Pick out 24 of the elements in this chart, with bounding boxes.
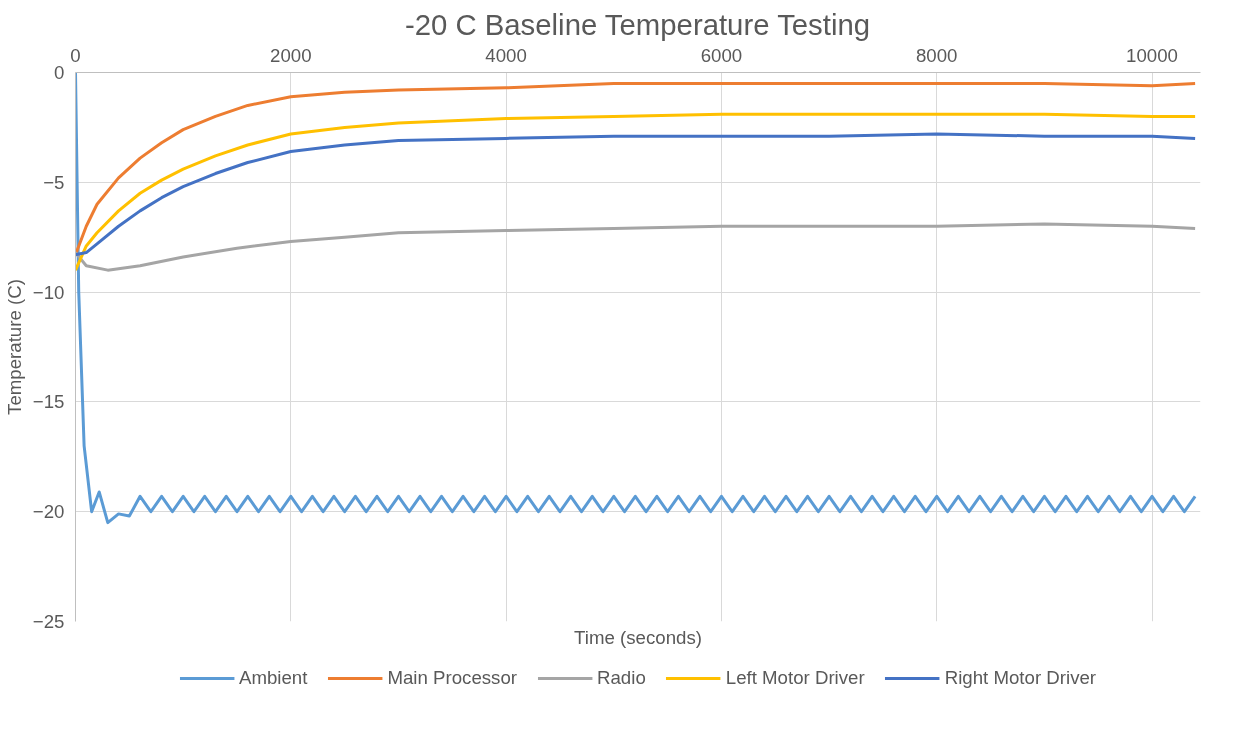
- x-tick-label: 4000: [485, 44, 527, 66]
- y-tick-label: −15: [32, 391, 65, 413]
- chart-title: -20 C Baseline Temperature Testing: [404, 7, 871, 41]
- x-axis-title: Time (seconds): [574, 626, 702, 648]
- y-axis-title: Temperature (C): [3, 279, 25, 415]
- line-series: [75, 132, 1197, 257]
- y-tick-label: 0: [54, 62, 65, 83]
- legend-label: Left Motor Driver: [725, 666, 865, 689]
- x-tick-label: 6000: [700, 44, 743, 66]
- line-series: [75, 112, 1197, 272]
- legend-label: Right Motor Driver: [944, 666, 1097, 689]
- legend-label: Main Processor: [387, 666, 518, 689]
- x-tick-label: 0: [70, 44, 81, 66]
- line-series: [75, 222, 1197, 272]
- y-tick-label: −20: [32, 501, 65, 523]
- y-tick-label: −10: [32, 281, 65, 303]
- y-tick-label: −5: [43, 171, 65, 193]
- x-tick-label: 8000: [915, 44, 958, 66]
- legend-label: Ambient: [238, 666, 308, 689]
- x-tick-label: 10000: [1126, 44, 1179, 66]
- line-series: [75, 72, 1197, 525]
- x-tick-label: 2000: [270, 44, 312, 66]
- legend-label: Radio: [597, 666, 646, 689]
- y-tick-label: −25: [32, 611, 65, 632]
